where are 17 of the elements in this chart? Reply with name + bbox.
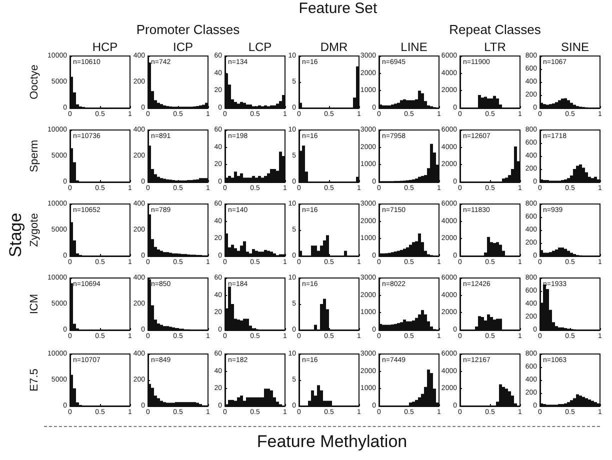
chart-title: DMR [320, 40, 348, 54]
chart-title: LTR [484, 40, 506, 54]
y-axis-title: ICM [28, 294, 40, 314]
chart-title: LCP [248, 40, 272, 54]
chart-title: SINE [560, 40, 590, 54]
chart-title: HCP [92, 40, 118, 54]
text: Repeat Classes [449, 22, 541, 37]
y-axis-title: Sperm [28, 140, 40, 172]
text: Feature Methylation [256, 432, 408, 452]
chart-title: LINE [400, 40, 428, 54]
y-axis-title: E7.5 [28, 368, 40, 392]
text: Stage [6, 212, 26, 258]
text: Promoter Classes [136, 22, 240, 37]
text: Feature Set [298, 0, 378, 17]
y-axis-title: Zygote [28, 213, 40, 247]
y-axis-title: Ooctye [28, 64, 40, 100]
chart-title: ICP [172, 40, 194, 54]
